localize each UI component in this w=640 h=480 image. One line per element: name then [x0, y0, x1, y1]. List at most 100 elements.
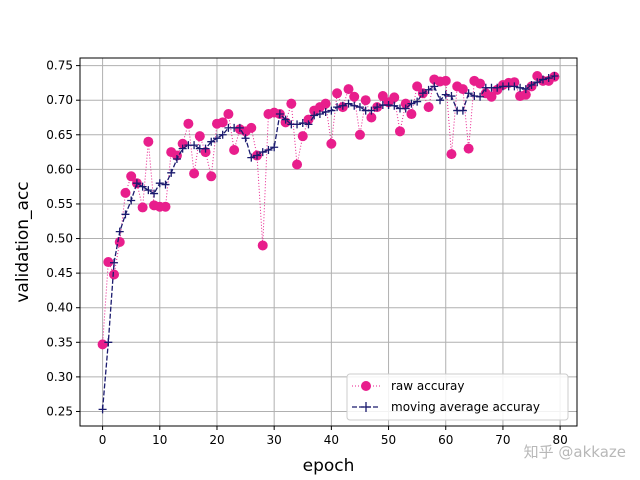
moving-average-point	[293, 120, 302, 129]
raw-accuracy-point	[475, 78, 486, 89]
moving-average-point	[235, 123, 244, 132]
raw-accuracy-point	[360, 95, 371, 106]
moving-average-point	[424, 85, 433, 94]
moving-average-point	[121, 210, 130, 219]
raw-accuracy-line	[102, 75, 555, 345]
moving-average-point	[104, 338, 113, 347]
moving-average-point	[115, 227, 124, 236]
raw-accuracy-point	[389, 92, 400, 103]
raw-accuracy-point	[194, 131, 205, 142]
moving-average-point	[218, 130, 227, 139]
raw-accuracy-point	[160, 201, 171, 212]
raw-accuracy-point	[343, 84, 354, 95]
x-axis-label: epoch	[303, 456, 355, 476]
raw-accuracy-point	[354, 129, 365, 140]
moving-average-point	[401, 104, 410, 113]
raw-accuracy-point	[446, 149, 457, 160]
moving-average-point	[321, 107, 330, 116]
y-tick-label: 0.70	[46, 93, 73, 107]
moving-average-point	[161, 180, 170, 189]
moving-average-point	[550, 71, 559, 80]
moving-average-point	[373, 103, 382, 112]
moving-average-point	[138, 182, 147, 191]
x-tick-label: 30	[267, 433, 282, 447]
moving-average-point	[355, 103, 364, 112]
moving-average-point	[493, 83, 502, 92]
raw-accuracy-point	[440, 75, 451, 86]
moving-average-point	[207, 137, 216, 146]
moving-average-point	[190, 141, 199, 150]
raw-accuracy-point	[217, 117, 228, 128]
moving-average-point	[510, 82, 519, 91]
raw-accuracy-point	[423, 102, 434, 113]
y-tick-label: 0.50	[46, 232, 73, 246]
legend-label-moving-average: moving average accuray	[391, 400, 540, 414]
moving-average-point	[436, 96, 445, 105]
y-tick-label: 0.40	[46, 301, 73, 315]
grid	[80, 58, 577, 426]
raw-accuracy-point	[326, 138, 337, 149]
raw-accuracy-point	[143, 136, 154, 147]
moving-average-point	[538, 75, 547, 84]
moving-average-point	[247, 153, 256, 162]
raw-accuracy-point	[297, 131, 308, 142]
moving-average-point	[333, 103, 342, 112]
moving-average-point	[178, 144, 187, 153]
y-axis-label: validation_acc	[13, 181, 33, 302]
x-tick-label: 80	[552, 433, 567, 447]
moving-average-point	[338, 101, 347, 110]
y-tick-label: 0.55	[46, 197, 73, 211]
moving-average-point	[350, 101, 359, 110]
moving-average-point	[298, 119, 307, 128]
y-tick-label: 0.25	[46, 404, 73, 418]
y-tick-label: 0.30	[46, 370, 73, 384]
raw-accuracy-point	[320, 98, 331, 109]
x-tick-label: 10	[152, 433, 167, 447]
y-tick-label: 0.60	[46, 162, 73, 176]
legend-marker-moving-average	[361, 402, 371, 412]
raw-accuracy-point	[457, 84, 468, 95]
raw-accuracy-point	[206, 171, 217, 182]
x-tick-label: 40	[324, 433, 339, 447]
raw-accuracy-point	[109, 269, 120, 280]
series-layer	[97, 70, 560, 414]
moving-average-point	[304, 120, 313, 129]
y-tick-label: 0.75	[46, 59, 73, 73]
ticks: 0 10 20 30 40 50 60 70 80 0.25 0.30 0.35 0.40 0.45 0.5…	[46, 59, 567, 447]
moving-average-point	[258, 148, 267, 157]
raw-accuracy-point	[486, 91, 497, 102]
raw-accuracy-point	[223, 109, 234, 120]
moving-average-point	[155, 179, 164, 188]
moving-average-point	[544, 74, 553, 83]
moving-average-point	[458, 106, 467, 115]
moving-average-point	[98, 405, 107, 414]
moving-average-point	[516, 83, 525, 92]
moving-average-point	[270, 143, 279, 152]
raw-accuracy-point	[286, 98, 297, 109]
moving-average-point	[212, 134, 221, 143]
moving-average-point	[533, 78, 542, 87]
legend: raw accuray moving average accuray	[346, 373, 569, 421]
moving-average-line	[101, 75, 555, 410]
x-tick-label: 60	[438, 433, 453, 447]
raw-accuracy-point	[509, 77, 520, 88]
axes-frame	[79, 57, 578, 427]
moving-average-point	[241, 134, 250, 143]
raw-accuracy-point	[257, 240, 268, 251]
moving-average-point	[310, 111, 319, 120]
moving-average-point	[464, 89, 473, 98]
raw-accuracy-point	[463, 143, 474, 154]
moving-average-point	[127, 196, 136, 205]
y-tick-label: 0.35	[46, 335, 73, 349]
moving-average-point	[201, 144, 210, 153]
raw-accuracy-point	[394, 126, 405, 137]
raw-accuracy-point	[412, 81, 423, 92]
moving-average-point	[150, 189, 159, 198]
moving-average-point	[418, 89, 427, 98]
moving-average-point	[447, 92, 456, 101]
raw-accuracy-point	[292, 159, 303, 170]
raw-accuracy-point	[183, 118, 194, 129]
moving-average-point	[281, 115, 290, 124]
raw-accuracy-point	[97, 339, 108, 350]
moving-average-point	[367, 106, 376, 115]
